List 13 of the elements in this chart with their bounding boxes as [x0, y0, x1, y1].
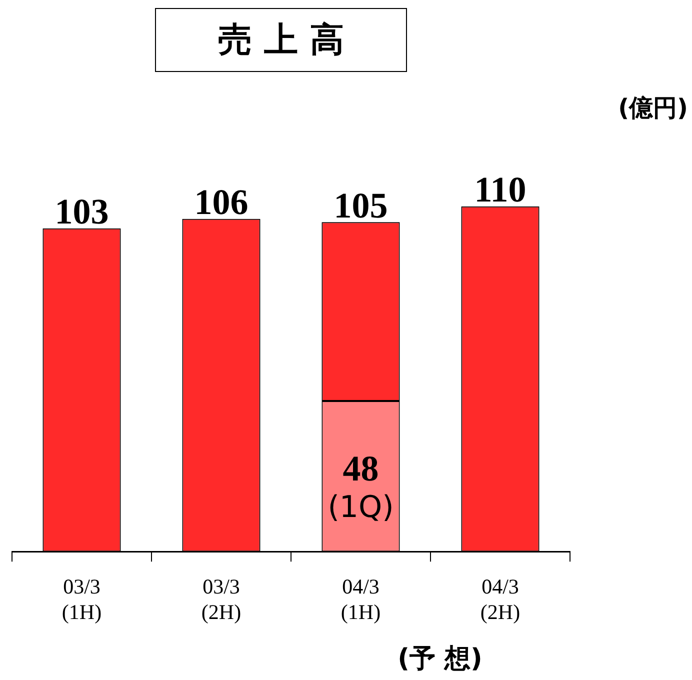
- total-label: 105: [334, 185, 388, 226]
- total-label: 103: [54, 192, 109, 232]
- total-label: 106: [194, 182, 248, 222]
- x-tick-label: 03/3 (1H): [62, 574, 102, 624]
- series-label: (1Q): [328, 490, 394, 526]
- total-label: 110: [474, 170, 526, 210]
- x-tick-label: 04/3 (2H): [480, 574, 520, 624]
- y-axis-title: (億円): [618, 94, 688, 122]
- x-tick-label: 04/3 (1H): [340, 574, 381, 624]
- x-tick-label: 03/3 (2H): [201, 574, 242, 624]
- data-label: 48: [342, 448, 379, 488]
- chart-title: 売 上 高: [155, 8, 407, 72]
- text: (予 想): [398, 644, 482, 674]
